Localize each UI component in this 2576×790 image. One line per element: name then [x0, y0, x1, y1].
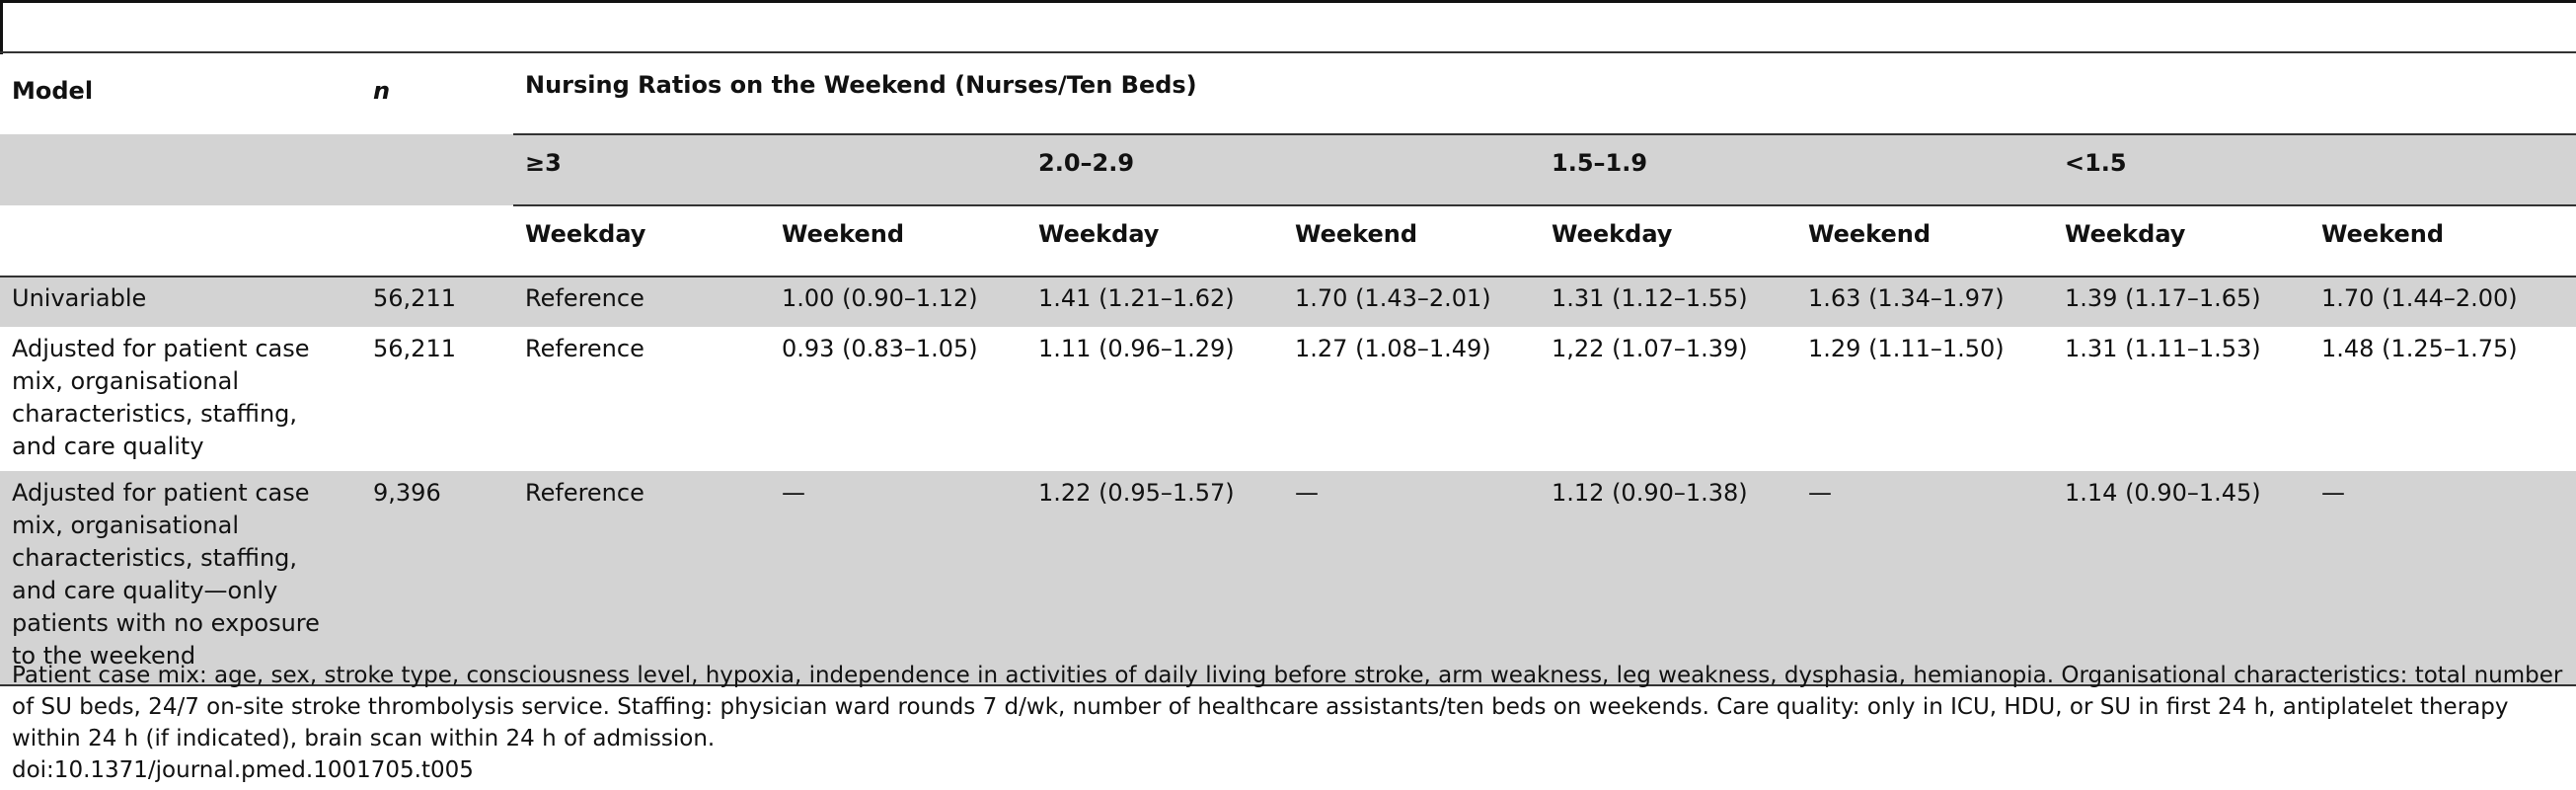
doi-link[interactable]: doi:10.1371/journal.pmed.1001705.t005 [12, 757, 474, 783]
table-row: Univariable 56,211 Reference 1.00 (0.90–… [0, 276, 2576, 327]
header-blank-3 [0, 205, 361, 277]
header-weekend-2: Weekend [1283, 205, 1540, 277]
cell-value: 1.29 (1.11–1.50) [1808, 335, 2005, 362]
cell-value: — [770, 471, 1026, 686]
cell-value: 1.48 (1.25–1.75) [2321, 335, 2518, 362]
header-weekday-4: Weekday [2053, 205, 2310, 277]
header-group-1: ≥3 [513, 134, 1026, 206]
cell-value: 1.70 (1.43–2.01) [1295, 284, 1491, 312]
cell-value: 1.14 (0.90–1.45) [2053, 471, 2310, 686]
cell-value: 1,22 (1.07–1.39) [1552, 335, 1748, 362]
header-blank-1 [0, 134, 361, 205]
header-weekend-1: Weekend [770, 205, 1026, 277]
header-group-4: <1.5 [2053, 134, 2576, 206]
header-blank-2 [361, 134, 513, 205]
header-group-3: 1.5–1.9 [1540, 134, 2053, 206]
cell-value: — [2310, 471, 2576, 686]
cell-value: 1.39 (1.17–1.65) [2065, 284, 2261, 312]
cell-n: 56,211 [373, 335, 456, 362]
cell-value: 1.11 (0.96–1.29) [1038, 335, 1235, 362]
header-n: n [373, 77, 391, 105]
cell-model: Adjusted for patient case mix, organisat… [0, 471, 361, 686]
cell-value: 1.31 (1.11–1.53) [2065, 335, 2261, 362]
header-weekday-3: Weekday [1540, 205, 1796, 277]
header-weekday-1: Weekday [513, 205, 770, 277]
header-weekend-4: Weekend [2310, 205, 2576, 277]
left-rule [0, 0, 3, 54]
cell-value: Reference [513, 471, 770, 686]
cell-value: Reference [525, 284, 644, 312]
table-footnote: Patient case mix: age, sex, stroke type,… [12, 663, 2563, 751]
header-weekend-3: Weekend [1796, 205, 2053, 277]
cell-value: 1.70 (1.44–2.00) [2321, 284, 2518, 312]
cell-value: 1.12 (0.90–1.38) [1540, 471, 1796, 686]
cell-value: 1.63 (1.34–1.97) [1808, 284, 2005, 312]
table-row: Adjusted for patient case mix, organisat… [0, 327, 2576, 471]
top-rule [0, 0, 2576, 3]
title-rule [0, 51, 2576, 53]
cell-value: Reference [525, 335, 644, 362]
header-model: Model [12, 77, 94, 105]
header-group-title: Nursing Ratios on the Weekend (Nurses/Te… [513, 53, 2576, 135]
cell-n: 9,396 [361, 471, 513, 686]
cell-n: 56,211 [373, 284, 456, 312]
cell-model: Adjusted for patient case mix, organisat… [12, 335, 310, 460]
table-frame: Model n Nursing Ratios on the Weekend (N… [0, 0, 2576, 686]
results-table: Model n Nursing Ratios on the Weekend (N… [0, 53, 2576, 686]
header-row-2: ≥3 2.0–2.9 1.5–1.9 <1.5 [0, 134, 2576, 206]
table-row: Adjusted for patient case mix, organisat… [0, 471, 2576, 686]
cell-value: 1.27 (1.08–1.49) [1295, 335, 1491, 362]
cell-value: 1.31 (1.12–1.55) [1552, 284, 1748, 312]
cell-value: — [1796, 471, 2053, 686]
cell-value: — [1283, 471, 1540, 686]
cell-value: 1.41 (1.21–1.62) [1038, 284, 1235, 312]
cell-value: 1.00 (0.90–1.12) [782, 284, 978, 312]
header-row-1: Model n Nursing Ratios on the Weekend (N… [0, 53, 2576, 135]
cell-model: Univariable [12, 284, 147, 312]
header-weekday-2: Weekday [1026, 205, 1283, 277]
header-row-3: Weekday Weekend Weekday Weekend Weekday … [0, 205, 2576, 277]
cell-value: 0.93 (0.83–1.05) [782, 335, 978, 362]
cell-value: 1.22 (0.95–1.57) [1026, 471, 1283, 686]
header-group-2: 2.0–2.9 [1026, 134, 1540, 206]
header-blank-4 [361, 205, 513, 277]
